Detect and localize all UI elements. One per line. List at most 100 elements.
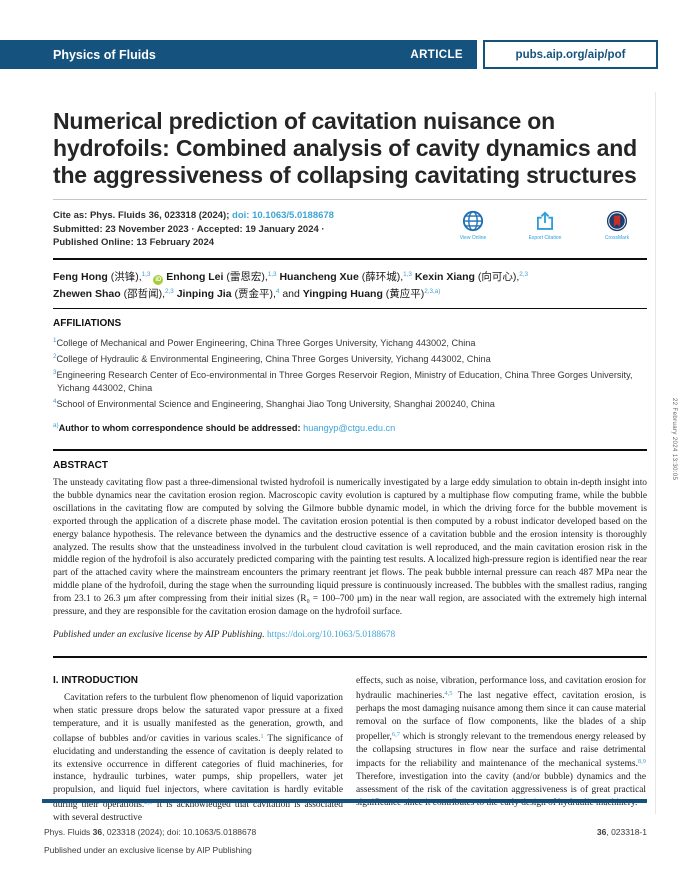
crossmark-icon — [606, 210, 628, 232]
text-fragment: 6,7 — [391, 730, 400, 738]
text-fragment: Enhong Lei — [166, 270, 227, 283]
text-fragment: The significance of elucidating and unde… — [53, 733, 343, 811]
text-fragment: Therefore, investigation into the cavity… — [356, 772, 646, 809]
two-column-body: I. INTRODUCTION Cavitation refers to the… — [53, 675, 647, 825]
text-fragment: 4 — [275, 287, 280, 295]
text-fragment: 2,3,a) — [424, 287, 441, 295]
citation-block: Cite as: Phys. Fluids 36, 023318 (2024);… — [53, 209, 647, 250]
export-icon — [535, 210, 555, 232]
footer-blue-bar — [42, 799, 647, 803]
page-edge-line — [655, 92, 656, 814]
authors-line-2: Zhewen Shao (邵哲闻),2,3 Jinping Jia (贾金平),… — [53, 285, 647, 302]
abstract-heading: ABSTRACT — [53, 460, 108, 471]
abstract-text: The unsteady cavitating flow past a thre… — [53, 478, 647, 618]
text-fragment: which is strongly relevant to the tremen… — [356, 731, 646, 770]
correspondence-note: a)Author to whom correspondence should b… — [53, 422, 647, 433]
footer-license: Published under an exclusive license by … — [44, 845, 252, 855]
affiliation-item: 3Engineering Research Center of Eco-envi… — [53, 366, 647, 395]
citation-lines: Cite as: Phys. Fluids 36, 023318 (2024);… — [53, 209, 334, 250]
text-fragment: effects, such as noise, vibration, perfo… — [356, 675, 646, 701]
text-fragment: , 023318 (2024); — [159, 210, 233, 221]
divider-black — [53, 257, 647, 260]
text-fragment: Kexin Xiang — [414, 270, 478, 283]
footer-citation: Phys. Fluids 36, 023318 (2024); doi: 10.… — [44, 827, 256, 837]
text-fragment: (洪锋), — [110, 270, 142, 283]
authors-line-1: Feng Hong (洪锋),1,3 iD Enhong Lei (雷恩宏),1… — [53, 268, 647, 285]
journal-name: Physics of Fluids — [53, 47, 156, 62]
divider-thick-1 — [53, 449, 647, 451]
affiliation-item: 1College of Mechanical and Power Enginee… — [53, 334, 647, 350]
text-fragment: Cite as: Phys. Fluids — [53, 210, 149, 221]
text-fragment: School of Environmental Science and Engi… — [56, 399, 495, 409]
divider-black-2 — [53, 308, 647, 309]
text-fragment: 2,3 — [165, 287, 174, 295]
view-online-button[interactable]: View Online — [445, 210, 501, 241]
text-fragment: , 023318-1 — [606, 827, 647, 837]
text-fragment: College of Hydraulic & Environmental Eng… — [56, 354, 491, 364]
text-fragment: and — [279, 287, 303, 300]
text-fragment: 1,3 — [141, 270, 151, 278]
column-right: effects, such as noise, vibration, perfo… — [356, 675, 646, 825]
text-fragment: 1 — [260, 732, 264, 740]
correspondence-email-link[interactable]: huangyp@ctgu.edu.cn — [303, 423, 396, 433]
text-fragment: Published under an exclusive license by … — [53, 629, 267, 640]
text-fragment: 1,3 — [267, 270, 277, 278]
text-fragment: (向可心), — [477, 270, 520, 283]
export-citation-label: Export Citation — [528, 235, 562, 241]
text-fragment: 8,9 — [637, 758, 646, 766]
text-fragment: Engineering Research Center of Eco-envir… — [56, 370, 633, 393]
text-fragment: 1,3 — [403, 270, 412, 278]
text-fragment: 4 — [53, 398, 57, 405]
text-fragment: 36 — [596, 827, 607, 837]
globe-icon — [462, 210, 484, 232]
text-fragment: 36 — [148, 210, 160, 221]
license-doi-link[interactable]: https://doi.org/10.1063/5.0188678 — [266, 629, 396, 640]
orcid-icon[interactable]: iD — [153, 274, 164, 285]
text-fragment: (雷恩宏), — [226, 270, 268, 283]
action-icons: View Online Export Citation — [445, 209, 647, 241]
divider-thick-2 — [53, 655, 647, 658]
text-fragment: Author to whom correspondence should be … — [58, 423, 304, 433]
introduction-heading: I. INTRODUCTION — [53, 674, 138, 686]
text-fragment: It is acknowledged that cavitation is as… — [53, 800, 343, 824]
text-fragment: Huancheng Xue — [279, 270, 362, 283]
doi-link[interactable]: doi: 10.1063/5.0188678 — [232, 210, 334, 221]
text-fragment: 3 — [53, 369, 57, 376]
journal-header-bar: Physics of Fluids ARTICLE — [0, 40, 477, 69]
journal-url-link[interactable]: pubs.aip.org/aip/pof — [483, 40, 658, 69]
text-fragment: Zhewen Shao — [53, 287, 124, 300]
text-fragment: , 023318 (2024); doi: 10.1063/5.0188678 — [102, 827, 257, 837]
text-fragment: Yingping Huang — [302, 287, 386, 300]
text-fragment: 4,5 — [444, 689, 453, 697]
text-fragment: (薛环城), — [361, 270, 404, 283]
intro-paragraph-right: effects, such as noise, vibration, perfo… — [356, 675, 646, 810]
text-fragment: (邵哲闻), — [123, 287, 166, 300]
affiliations-list: 1College of Mechanical and Power Enginee… — [53, 334, 647, 411]
affiliation-item: 2College of Hydraulic & Environmental En… — [53, 350, 647, 366]
column-left: I. INTRODUCTION Cavitation refers to the… — [53, 675, 343, 825]
text-fragment: Phys. Fluids — [44, 827, 93, 837]
affiliations-heading: AFFILIATIONS — [53, 318, 122, 329]
text-fragment: 2,3 — [519, 270, 529, 278]
affiliation-item: 4School of Environmental Science and Eng… — [53, 395, 647, 411]
article-badge: ARTICLE — [410, 48, 463, 61]
intro-paragraph-left: Cavitation refers to the turbulent flow … — [53, 692, 343, 825]
text-fragment: (贾金平), — [234, 287, 276, 300]
crossmark-button[interactable]: CrossMark — [589, 210, 645, 241]
text-fragment: 1 — [53, 337, 57, 344]
text-fragment: Feng Hong — [53, 270, 111, 283]
author-list: Feng Hong (洪锋),1,3 iD Enhong Lei (雷恩宏),1… — [53, 268, 647, 302]
footer-page-number: 36, 023318-1 — [597, 827, 647, 837]
paper-title: Numerical prediction of cavitation nuisa… — [53, 108, 637, 188]
export-citation-button[interactable]: Export Citation — [517, 210, 573, 241]
text-fragment: (黄应平) — [385, 287, 425, 300]
crossmark-label: CrossMark — [604, 235, 630, 241]
download-timestamp: 22 February 2024 13:30:05 — [671, 398, 677, 481]
page-content: Numerical prediction of cavitation nuisa… — [53, 0, 647, 825]
text-fragment: a) — [53, 422, 59, 429]
text-fragment: 2 — [53, 353, 57, 360]
license-line: Published under an exclusive license by … — [53, 630, 647, 640]
text-fragment: 36 — [92, 827, 103, 837]
text-fragment: The last negative effect, cavitation ero… — [356, 690, 646, 742]
